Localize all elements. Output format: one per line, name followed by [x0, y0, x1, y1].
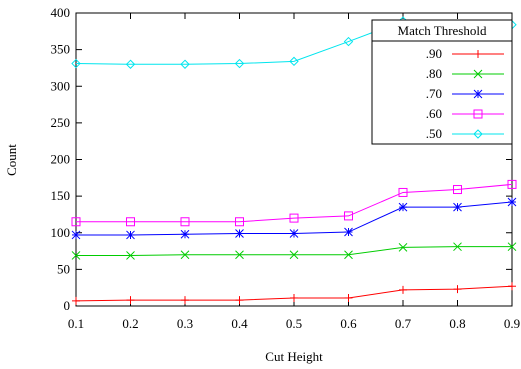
legend-item-0: .90 [426, 46, 504, 61]
data-point [398, 243, 408, 252]
y-tick-label: 350 [51, 42, 71, 57]
legend-label: .70 [426, 86, 442, 101]
legend-box [371, 19, 513, 145]
legend-label: .50 [426, 126, 442, 141]
data-point [71, 251, 81, 260]
data-point [508, 282, 516, 291]
data-point [344, 293, 353, 302]
data-point [344, 211, 353, 221]
data-point [125, 59, 136, 69]
data-point [453, 202, 462, 212]
y-tick-label: 150 [51, 188, 71, 203]
data-point [71, 58, 81, 69]
data-point [290, 293, 298, 302]
legend-item-2: .70 [426, 86, 504, 101]
data-point [126, 230, 135, 240]
legend-item-4: .50 [426, 126, 504, 141]
data-point [180, 59, 190, 69]
series-line-3 [76, 183, 513, 223]
y-tick-label: 200 [51, 152, 71, 167]
data-point [126, 296, 135, 305]
data-point [181, 296, 189, 305]
data-point [235, 229, 244, 238]
data-point [507, 179, 517, 189]
x-tick-label: 0.5 [286, 316, 302, 331]
data-point [71, 217, 81, 227]
legend-marker [474, 50, 482, 58]
data-point [235, 296, 244, 305]
series-3 [71, 179, 517, 227]
data-point [289, 213, 299, 223]
legend-label: .90 [426, 46, 442, 61]
y-axis-label: Count [4, 144, 19, 176]
data-point [507, 242, 517, 252]
data-point [453, 242, 462, 252]
y-tick-label: 250 [51, 115, 71, 130]
data-point [344, 250, 353, 260]
data-point [71, 230, 81, 240]
data-point [343, 36, 354, 47]
y-tick-label: 400 [51, 5, 71, 20]
legend-label: .60 [426, 106, 442, 121]
series-1 [71, 242, 517, 260]
x-tick-label: 0.8 [449, 316, 465, 331]
x-tick-label: 0.1 [68, 316, 84, 331]
data-point [235, 217, 244, 227]
legend-item-3: .60 [426, 106, 504, 121]
y-tick-label: 0 [64, 298, 71, 313]
data-point [180, 217, 190, 227]
x-tick-label: 0.4 [231, 316, 248, 331]
data-point [289, 56, 299, 67]
legend: Match Threshold .90 .80 .70 .60 .50 [371, 19, 513, 145]
legend-title: Match Threshold [398, 23, 487, 38]
data-point [235, 250, 244, 260]
series-0 [72, 282, 516, 305]
data-point [126, 217, 135, 227]
legend-item-1: .80 [426, 66, 504, 81]
data-point [72, 296, 80, 305]
data-point [289, 250, 299, 260]
x-tick-label: 0.2 [122, 316, 138, 331]
x-tick-label: 0.9 [504, 316, 520, 331]
x-axis-label: Cut Height [265, 349, 323, 364]
data-point [453, 185, 462, 195]
data-point [289, 229, 299, 238]
axes: 0 50 100 150 200 250 300 350 400 0.1 0.2 0.3 0.4 0.5 0… [51, 5, 521, 331]
data-point [344, 227, 353, 237]
x-tick-label: 0.6 [340, 316, 357, 331]
series-layer [71, 16, 517, 305]
data-point [399, 285, 407, 294]
data-point [234, 58, 245, 69]
y-tick-label: 300 [51, 78, 71, 93]
legend-marker [473, 69, 483, 79]
legend-marker [473, 109, 483, 119]
data-point [507, 197, 517, 207]
data-point [398, 187, 408, 197]
y-tick-label: 50 [57, 261, 70, 276]
data-point [453, 285, 462, 294]
legend-marker [473, 129, 483, 139]
data-point [126, 251, 135, 260]
data-point [398, 202, 408, 212]
legend-label: .80 [426, 66, 442, 81]
y-tick-label: 100 [51, 225, 71, 240]
legend-marker [473, 89, 483, 99]
x-tick-label: 0.7 [395, 316, 412, 331]
data-point [180, 229, 190, 239]
series-2 [71, 197, 517, 240]
x-tick-label: 0.3 [177, 316, 193, 331]
data-point [180, 250, 190, 260]
